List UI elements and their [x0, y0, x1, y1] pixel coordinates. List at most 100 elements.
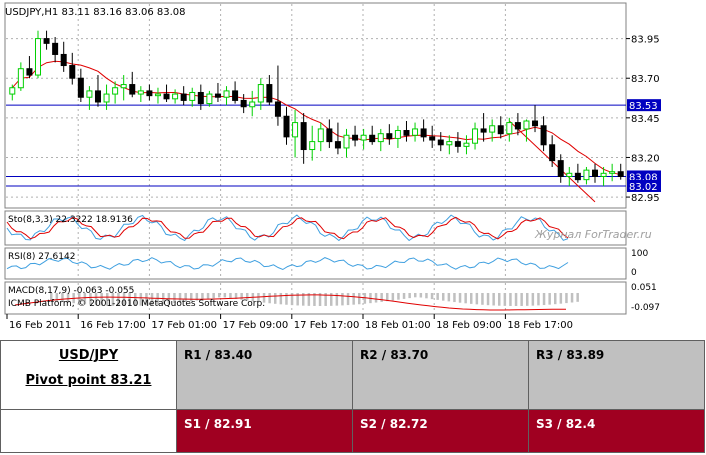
macd-bar: [514, 293, 518, 306]
symbol-header: USDJPY,H1 83.11 83.16 83.06 83.08: [5, 7, 186, 18]
macd-bar: [212, 293, 215, 299]
r2-label: R2 / 83.70: [360, 348, 429, 362]
macd-bar: [117, 293, 120, 306]
macd-bar: [391, 293, 395, 301]
level-label: 83.08: [629, 172, 658, 183]
macd-bar: [537, 293, 540, 306]
macd-bar: [218, 293, 221, 298]
candle-body: [472, 128, 479, 144]
candle-body: [52, 42, 59, 55]
macd-bar: [150, 293, 154, 306]
candle-body: [154, 93, 161, 97]
indicator-label: Sto(8,3,3) 22.3222 18.9136: [8, 215, 133, 225]
time-label: 18 Feb 01:00: [365, 320, 431, 331]
candle-body: [240, 99, 247, 108]
macd-bar: [190, 293, 193, 302]
macd-bar: [464, 293, 467, 304]
price-tick-label: 82.95: [631, 193, 660, 204]
candle-body: [343, 134, 350, 149]
pivot-point: Pivot point 83.21: [25, 373, 152, 388]
candle-body: [377, 133, 384, 143]
s3-cell: S3 / 82.4: [528, 409, 705, 453]
macd-bar: [358, 293, 361, 305]
indicator-scale-top: 0.051: [631, 283, 657, 293]
macd-bar: [414, 293, 417, 298]
macd-bar: [128, 293, 131, 306]
macd-bar: [122, 293, 126, 306]
macd-bar: [470, 293, 473, 304]
candle-body: [609, 171, 616, 174]
candle-body: [137, 90, 144, 95]
candle-body: [172, 93, 179, 100]
candle-body: [120, 84, 127, 89]
candle-body: [540, 125, 547, 146]
moving-average-line: [11, 60, 621, 176]
s1-cell: S1 / 82.91: [176, 409, 353, 453]
macd-bar: [430, 293, 434, 300]
candle-body: [214, 93, 221, 98]
candle-body: [274, 101, 281, 117]
price-tick-label: 83.95: [631, 35, 660, 46]
candle-body: [386, 133, 393, 139]
candle-body: [292, 122, 299, 138]
candle-body: [326, 128, 333, 143]
candle-body: [197, 91, 204, 105]
macd-bar: [296, 293, 299, 306]
macd-bar: [335, 293, 339, 306]
time-label: 17 Feb 01:00: [151, 320, 217, 331]
macd-bar: [257, 293, 260, 302]
s3-label: S3 / 82.4: [536, 417, 596, 431]
candle-body: [600, 172, 607, 177]
macd-bar: [458, 293, 462, 303]
macd-bar: [509, 293, 512, 306]
candle-body: [463, 142, 470, 147]
candle-body: [206, 93, 213, 105]
macd-bar: [481, 293, 484, 305]
candle-body: [34, 38, 41, 76]
macd-signal-line: [14, 294, 566, 311]
candle-body: [317, 128, 324, 143]
macd-bar: [576, 293, 579, 302]
macd-bar: [50, 293, 53, 301]
candle-body: [103, 93, 110, 103]
candle-body: [506, 122, 513, 135]
price-tick-label: 83.45: [631, 114, 660, 125]
time-label: 17 Feb 09:00: [223, 320, 289, 331]
candle-body: [223, 90, 230, 98]
macd-bar: [447, 293, 451, 302]
candle-body: [257, 84, 264, 103]
macd-bar: [425, 293, 428, 299]
chart-svg: Sto(8,3,3) 22.3222 18.9136 RSI(8) 27.6142…: [4, 2, 661, 331]
macd-bar: [66, 293, 70, 303]
candle-body: [60, 53, 67, 67]
candle-body: [592, 169, 599, 177]
candle-body: [180, 93, 187, 101]
macd-bar: [492, 293, 495, 306]
s2-cell: S2 / 82.72: [352, 409, 529, 453]
pair-name: USD/JPY: [58, 348, 119, 363]
candle-body: [446, 141, 453, 146]
macd-bar: [346, 293, 350, 306]
macd-bar: [234, 293, 238, 300]
candle-body: [163, 93, 170, 100]
candle-body: [514, 122, 521, 130]
macd-bar: [402, 293, 406, 299]
candle-body: [549, 144, 556, 162]
macd-bar: [341, 293, 344, 306]
candle-body: [334, 141, 341, 149]
candle-body: [309, 141, 316, 151]
time-label: 17 Feb 17:00: [294, 320, 360, 331]
macd-bar: [195, 293, 199, 301]
macd-bar: [178, 293, 182, 303]
macd-bar: [419, 293, 423, 298]
time-label: 16 Feb 17:00: [80, 320, 146, 331]
price-tick-label: 83.70: [631, 74, 660, 85]
candle-body: [574, 172, 581, 181]
macd-bar: [134, 293, 137, 306]
level-label-bg: [627, 99, 661, 112]
indicator-scale-bottom: 0: [631, 268, 637, 278]
s1-label: S1 / 82.91: [184, 417, 252, 431]
macd-bar: [570, 293, 574, 303]
r2-cell: R2 / 83.70: [352, 340, 529, 410]
candle-body: [232, 90, 239, 101]
